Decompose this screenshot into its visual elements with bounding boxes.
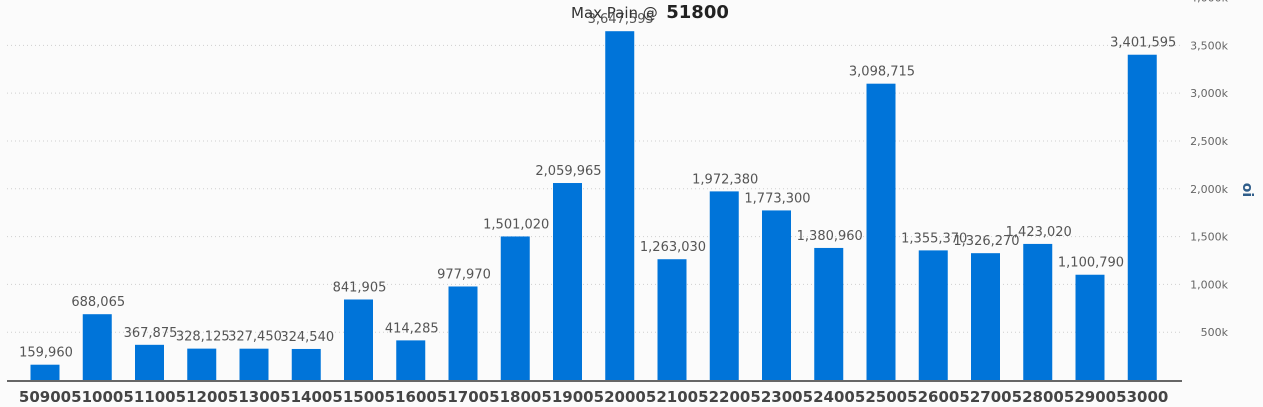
bar-value-label-51800: 1,501,020 (483, 217, 549, 232)
bar-51700[interactable] (448, 286, 478, 380)
bar-value-label-51400: 324,540 (280, 330, 334, 345)
x-tick-label-51200: 51200 (176, 388, 228, 406)
x-tick-label-52900: 52900 (1064, 388, 1116, 406)
x-tick-label-52000: 52000 (594, 388, 646, 406)
chart-title-prefix: Max Pain @ (571, 4, 658, 22)
x-tick-label-52200: 52200 (698, 388, 750, 406)
y-tick-label: 3,000k (1190, 87, 1228, 100)
bar-52500[interactable] (866, 83, 896, 381)
y-tick-label: 500k (1201, 326, 1229, 339)
bar-value-label-51500: 841,905 (333, 280, 387, 295)
bar-51800[interactable] (500, 236, 530, 380)
bar-value-label-51200: 328,125 (176, 330, 230, 345)
bar-52900[interactable] (1075, 274, 1105, 380)
bar-51100[interactable] (135, 344, 164, 380)
chart-title: Max Pain @ 51800 (571, 2, 729, 23)
bar-51400[interactable] (291, 348, 321, 380)
x-tick-label-52500: 52500 (855, 388, 907, 406)
bar-52400[interactable] (814, 247, 844, 380)
bar-50900[interactable] (30, 364, 60, 380)
y-tick-label: 1,000k (1190, 278, 1228, 291)
bar-value-label-52500: 3,098,715 (849, 65, 915, 80)
bar-value-label-52000: 3,647,595 (588, 12, 654, 27)
bar-value-label-51300: 327,450 (228, 330, 282, 345)
x-tick-label-51300: 51300 (228, 388, 280, 406)
bar-value-label-52700: 1,326,270 (953, 234, 1019, 249)
bar-51600[interactable] (396, 340, 426, 380)
y-tick-label: 4,000k (1190, 0, 1228, 5)
y-axis-title: oi (1239, 183, 1255, 197)
x-axis-ticks: 50900 51000 51100 51200 51300 51400 51500 51600… (19, 388, 1168, 406)
chart-title-value: 51800 (666, 2, 729, 23)
x-tick-label-52100: 52100 (646, 388, 698, 406)
x-tick-label-50900: 50900 (19, 388, 71, 406)
bar-value-label-51100: 367,875 (124, 326, 178, 341)
x-tick-label-52800: 52800 (1012, 388, 1064, 406)
x-tick-label-51600: 51600 (385, 388, 437, 406)
bar-52600[interactable] (918, 250, 948, 380)
bar-value-labels: 159,960 688,065 367,875328,125327,450324,5… (19, 12, 1176, 361)
bar-value-label-51700: 977,970 (437, 267, 491, 282)
x-tick-label-51700: 51700 (437, 388, 489, 406)
bar-52300[interactable] (762, 210, 791, 380)
bar-value-label-51600: 414,285 (385, 321, 439, 336)
bar-52700[interactable] (971, 253, 1000, 380)
bar-52200[interactable] (709, 191, 739, 380)
x-tick-label-52600: 52600 (907, 388, 959, 406)
bar-52800[interactable] (1023, 243, 1053, 380)
x-tick-label-53000: 53000 (1116, 388, 1168, 406)
bar-value-label-51900: 2,059,965 (535, 164, 601, 179)
bar-value-label-52600: 1,355,370 (901, 231, 967, 246)
bar-51300[interactable] (239, 348, 269, 380)
bar-value-label-50900: 159,960 (19, 346, 73, 361)
bars (30, 31, 1157, 381)
bar-52100[interactable] (657, 259, 687, 380)
x-tick-label-51400: 51400 (280, 388, 332, 406)
bar-51200[interactable] (187, 348, 217, 380)
bar-53000[interactable] (1127, 54, 1157, 381)
x-tick-label-51800: 51800 (489, 388, 541, 406)
y-tick-label: 2,500k (1190, 135, 1228, 148)
x-tick-label-52700: 52700 (959, 388, 1011, 406)
bar-value-label-51000: 688,065 (71, 295, 125, 310)
bar-value-label-52800: 1,423,020 (1006, 225, 1072, 240)
bar-51900[interactable] (553, 183, 582, 380)
y-axis-ticks: 500k 1,000k 1,500k 2,000k 2,500k 3,000k 3,500k… (1190, 0, 1228, 339)
x-tick-label-51500: 51500 (332, 388, 384, 406)
bar-52000[interactable] (605, 31, 635, 380)
x-tick-label-51900: 51900 (541, 388, 593, 406)
y-tick-label: 1,500k (1190, 231, 1228, 244)
bar-value-label-53000: 3,401,595 (1110, 36, 1176, 51)
x-tick-label-52400: 52400 (803, 388, 855, 406)
y-tick-label: 2,000k (1190, 183, 1228, 196)
bar-value-label-52300: 1,773,300 (744, 191, 810, 206)
bar-51500[interactable] (344, 299, 373, 380)
bar-51000[interactable] (82, 314, 112, 380)
bar-value-label-52100: 1,263,030 (640, 240, 706, 255)
bar-value-label-52900: 1,100,790 (1058, 256, 1124, 271)
x-tick-label-52300: 52300 (750, 388, 802, 406)
bar-value-label-52200: 1,972,380 (692, 172, 758, 187)
x-tick-label-51100: 51100 (123, 388, 175, 406)
bar-value-label-52400: 1,380,960 (797, 229, 863, 244)
y-tick-label: 3,500k (1190, 39, 1228, 52)
x-tick-label-51000: 51000 (71, 388, 123, 406)
